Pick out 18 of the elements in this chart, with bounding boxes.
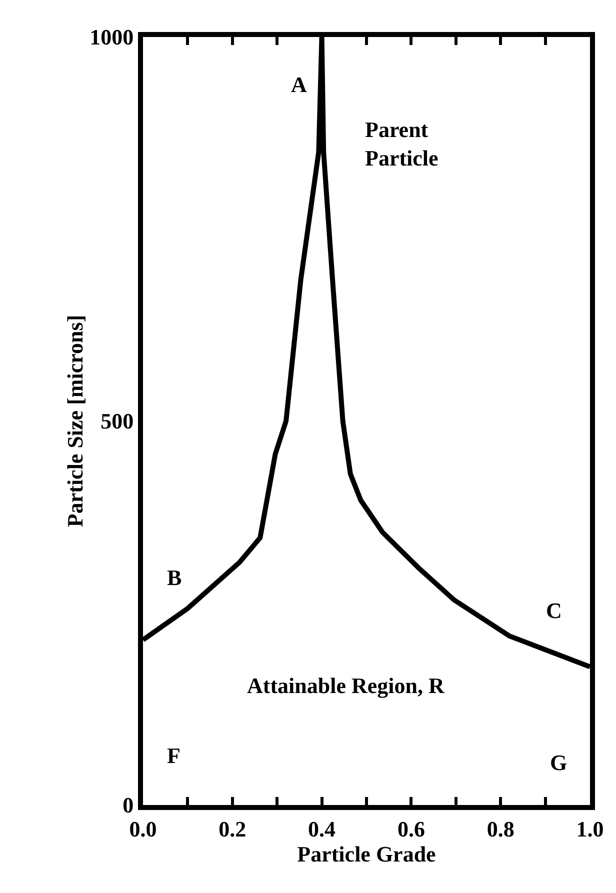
- y-tick-label: 1000: [90, 24, 134, 50]
- y-axis-title: Particle Size [microns]: [62, 314, 88, 528]
- annotation: B: [167, 565, 182, 590]
- x-tick-label: 1.0: [576, 816, 604, 842]
- annotation: F: [167, 743, 180, 768]
- x-tick-label: 0.2: [218, 816, 246, 842]
- x-tick-label: 0.6: [397, 816, 425, 842]
- annotation: C: [546, 598, 562, 623]
- x-tick-label: 0.8: [486, 816, 514, 842]
- x-axis-title: Particle Grade: [297, 841, 436, 866]
- annotation: G: [550, 750, 568, 775]
- annotation: Parent Particle: [365, 117, 439, 171]
- y-tick-label: 500: [100, 408, 134, 434]
- y-tick-label: 0: [122, 792, 134, 818]
- x-tick-label: 0.4: [308, 816, 336, 842]
- x-tick-label: 0.0: [129, 816, 157, 842]
- annotation: Attainable Region, R: [247, 673, 446, 698]
- annotation: A: [291, 72, 307, 97]
